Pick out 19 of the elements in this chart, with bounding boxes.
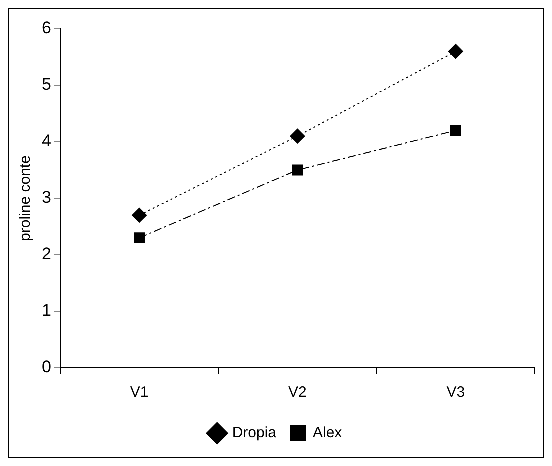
legend-label: Alex xyxy=(313,424,343,442)
point xyxy=(292,164,304,176)
y-tick-label: 0 xyxy=(42,358,52,377)
y-tick-label: 4 xyxy=(42,132,52,151)
y-tick-label: 3 xyxy=(42,188,52,208)
y-axis-title: proline conte xyxy=(17,156,34,242)
legend-label: Dropia xyxy=(232,424,278,442)
y-tick-label: 6 xyxy=(42,18,52,38)
point xyxy=(132,208,148,223)
point xyxy=(134,232,145,244)
x-tick-label: V2 xyxy=(288,384,307,402)
y-tick-label: 5 xyxy=(42,75,52,94)
point xyxy=(290,128,306,144)
y-tick-label: 1 xyxy=(42,301,52,320)
point xyxy=(448,44,464,60)
point xyxy=(450,125,462,136)
y-tick-label: 2 xyxy=(42,244,52,264)
x-tick-label: V3 xyxy=(446,384,466,402)
x-tick-label: V1 xyxy=(130,384,149,402)
